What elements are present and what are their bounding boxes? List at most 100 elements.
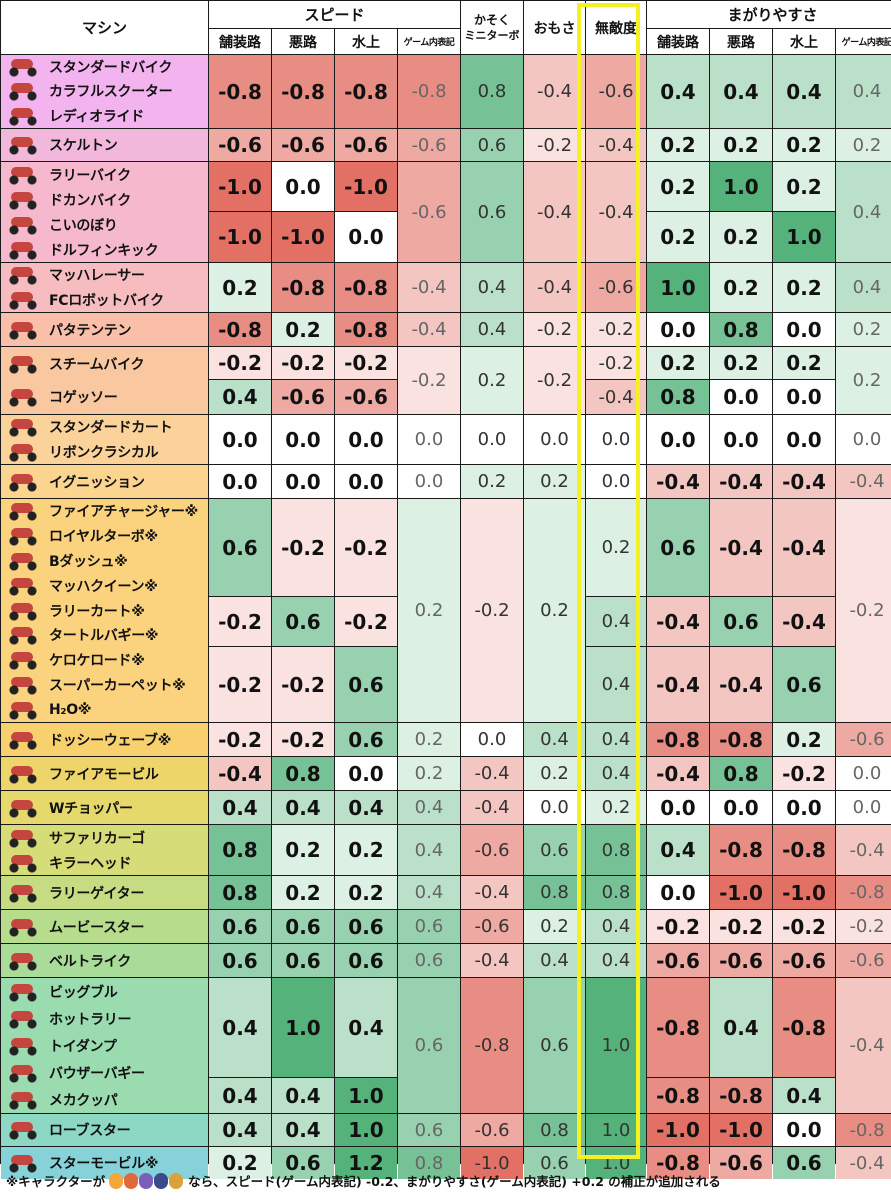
stat-value: -0.4 — [524, 162, 585, 262]
machine-name: メカクッパ — [49, 1092, 118, 1109]
game-display-value: 0.6 — [398, 944, 460, 977]
kart-icon — [5, 500, 43, 522]
game-display-value: 0.4 — [398, 876, 460, 909]
stat-value: 0.2 — [209, 263, 271, 312]
footnote: ※キャラクターが なら、スピード(ゲーム内表記) -0.2、まがりやすさ(ゲーム… — [6, 1171, 721, 1190]
header-machine: マシン — [1, 1, 208, 54]
game-display-value: 0.0 — [836, 791, 891, 824]
game-display-value: 0.4 — [836, 162, 891, 262]
machine-row: リボンクラシカル — [1, 440, 208, 465]
stat-value: 0.2 — [461, 465, 523, 498]
stat-value: 1.0 — [335, 1114, 397, 1146]
stat-value: 0.6 — [647, 499, 709, 596]
stat-value: 0.0 — [710, 380, 772, 414]
kart-icon — [5, 319, 43, 341]
stat-value: -0.6 — [710, 944, 772, 977]
stat-value: -0.8 — [773, 825, 835, 875]
stat-value: 0.4 — [524, 944, 585, 977]
stat-value: 1.0 — [272, 978, 334, 1077]
stat-value: -0.2 — [272, 723, 334, 756]
stat-value: 0.0 — [209, 465, 271, 498]
stat-value: -0.4 — [586, 129, 646, 161]
machine-row: Wチョッパー — [1, 791, 208, 824]
stat-value: 0.2 — [647, 347, 709, 379]
machine-name: ムービースター — [49, 919, 145, 936]
game-display-value: 0.2 — [398, 499, 460, 722]
machine-group: スチームバイクコゲッソー — [1, 347, 208, 414]
kart-icon — [5, 575, 43, 597]
machine-row: ムービースター — [1, 910, 208, 943]
stat-value: -1.0 — [773, 876, 835, 909]
machine-row: FCロボットバイク — [1, 288, 208, 313]
machine-row: スタンダードバイク — [1, 55, 208, 79]
stat-value: 0.0 — [647, 313, 709, 346]
stat-value: -0.8 — [335, 55, 397, 128]
stat-value: -0.6 — [335, 380, 397, 414]
kart-icon — [5, 214, 43, 236]
machine-name: ドッシーウェーブ※ — [49, 732, 172, 749]
stat-value: 0.4 — [209, 1078, 271, 1113]
machine-group: Wチョッパー — [1, 791, 208, 824]
stat-value: 0.0 — [524, 415, 585, 464]
machine-row: ケロケロード※ — [1, 648, 208, 673]
machine-row: パタテンテン — [1, 313, 208, 346]
stat-value: 1.0 — [586, 978, 646, 1113]
kart-icon — [5, 1119, 43, 1141]
kart-icon — [5, 525, 43, 547]
stat-value: -0.2 — [209, 647, 271, 722]
kart-icon — [5, 797, 43, 819]
subheader-water: 水上 — [335, 29, 397, 54]
kart-icon — [5, 239, 43, 261]
stat-value: -0.4 — [461, 876, 523, 909]
machine-name: コゲッソー — [49, 390, 118, 407]
stat-value: 0.4 — [272, 791, 334, 824]
kart-icon — [5, 416, 43, 438]
machine-name: サファリカーゴ — [49, 830, 145, 847]
stat-value: 0.2 — [710, 263, 772, 312]
subheader-paved: 舗装路 — [209, 29, 271, 54]
subheader-rough: 悪路 — [710, 29, 772, 54]
machine-row: スチームバイク — [1, 347, 208, 381]
stat-value: 1.0 — [710, 162, 772, 211]
machine-group: スターモービル※ — [1, 1147, 208, 1179]
stat-value: -0.2 — [524, 347, 585, 414]
kart-icon — [5, 729, 43, 751]
stat-value: 0.4 — [461, 263, 523, 312]
stat-value: 0.6 — [461, 162, 523, 262]
stat-value: -0.8 — [272, 263, 334, 312]
machine-row: ビッグブル — [1, 978, 208, 1005]
kart-icon — [5, 1152, 43, 1174]
stat-value: 0.0 — [647, 415, 709, 464]
machine-name: ローブスター — [49, 1123, 131, 1139]
stat-value: 0.4 — [710, 55, 772, 128]
machine-name: タートルバギー※ — [49, 628, 159, 645]
stat-value: -0.4 — [647, 757, 709, 790]
stat-value: 0.0 — [773, 1114, 835, 1146]
game-display-value: 0.4 — [398, 825, 460, 875]
footnote-suffix: なら、スピード(ゲーム内表記) -0.2、まがりやすさ(ゲーム内表記) +0.2… — [188, 1174, 721, 1189]
machine-row: レディオライド — [1, 104, 208, 128]
stat-value: -0.4 — [710, 499, 772, 596]
stat-value: -0.6 — [461, 825, 523, 875]
stat-value: 0.2 — [647, 212, 709, 262]
stat-value: 0.2 — [773, 162, 835, 211]
game-display-value: -0.4 — [398, 263, 460, 312]
game-display-value: -0.4 — [836, 465, 891, 498]
machine-row: スーパーカーペット※ — [1, 672, 208, 697]
game-display-value: -0.4 — [836, 1147, 891, 1179]
machine-name: パタテンテン — [49, 322, 132, 339]
stat-value: -0.8 — [710, 723, 772, 756]
game-display-value: 0.6 — [398, 978, 460, 1113]
stat-value: -0.8 — [647, 1078, 709, 1113]
stat-value: 0.0 — [272, 465, 334, 498]
game-display-value: 0.2 — [836, 313, 891, 346]
machine-row: こいのぼり — [1, 212, 208, 237]
header-invincibility: 無敵度 — [586, 1, 646, 54]
kart-icon — [5, 763, 43, 785]
stat-value: -0.2 — [209, 597, 271, 646]
kart-icon — [5, 189, 43, 211]
game-display-value: -0.6 — [398, 129, 460, 161]
stat-value: 0.4 — [272, 1114, 334, 1146]
stat-value: 0.2 — [773, 263, 835, 312]
kart-icon — [5, 134, 43, 156]
